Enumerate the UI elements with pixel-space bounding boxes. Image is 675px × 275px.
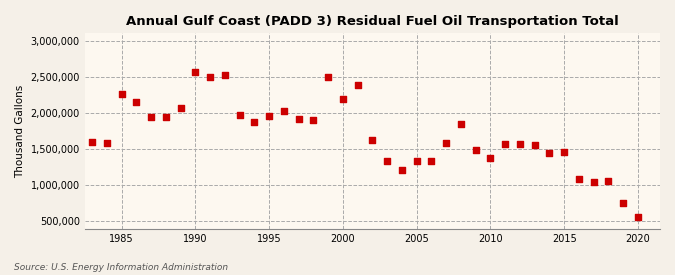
Point xyxy=(382,158,393,163)
Point xyxy=(367,138,378,142)
Point xyxy=(219,72,230,77)
Point xyxy=(618,201,628,205)
Point xyxy=(161,114,171,119)
Point xyxy=(308,118,319,123)
Point xyxy=(131,100,142,104)
Point xyxy=(485,156,495,161)
Point xyxy=(559,150,570,154)
Y-axis label: Thousand Gallons: Thousand Gallons xyxy=(15,84,25,178)
Point xyxy=(514,142,525,146)
Point xyxy=(441,141,452,145)
Point xyxy=(176,106,186,110)
Point xyxy=(205,75,215,79)
Text: Source: U.S. Energy Information Administration: Source: U.S. Energy Information Administ… xyxy=(14,263,227,272)
Point xyxy=(279,109,290,113)
Point xyxy=(323,75,333,80)
Point xyxy=(588,180,599,185)
Point xyxy=(529,143,540,148)
Point xyxy=(87,140,98,144)
Point xyxy=(249,120,260,125)
Point xyxy=(574,177,585,181)
Point xyxy=(426,158,437,163)
Point xyxy=(338,97,348,101)
Point xyxy=(470,148,481,152)
Point xyxy=(456,122,466,126)
Point xyxy=(603,179,614,183)
Point xyxy=(632,215,643,219)
Point xyxy=(190,70,200,75)
Point xyxy=(264,114,275,118)
Title: Annual Gulf Coast (PADD 3) Residual Fuel Oil Transportation Total: Annual Gulf Coast (PADD 3) Residual Fuel… xyxy=(126,15,619,28)
Point xyxy=(101,141,112,145)
Point xyxy=(411,158,422,163)
Point xyxy=(544,150,555,155)
Point xyxy=(352,83,363,88)
Point xyxy=(146,115,157,119)
Point xyxy=(500,142,510,146)
Point xyxy=(396,168,407,172)
Point xyxy=(293,117,304,121)
Point xyxy=(116,92,127,96)
Point xyxy=(234,113,245,117)
